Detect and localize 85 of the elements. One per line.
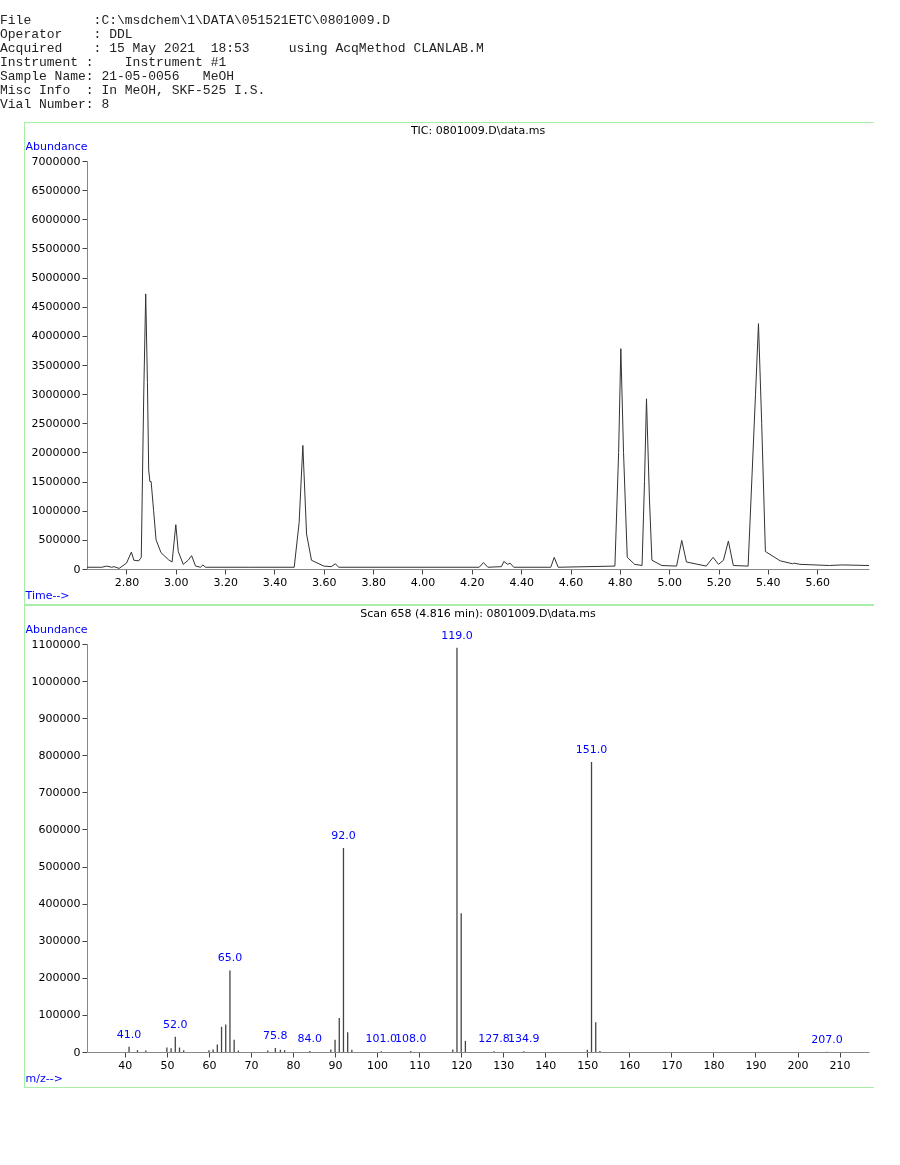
y-axis-title: Abundance — [25, 139, 88, 153]
chart-title: Scan 658 (4.816 min): 0801009.D\data.ms — [360, 607, 597, 620]
x-tick-label: 190 — [745, 1058, 767, 1072]
x-tick-label: 4.80 — [608, 575, 633, 589]
y-tick-label: 900000 — [38, 711, 81, 725]
x-tick-label: 180 — [703, 1058, 725, 1072]
x-tick-label: 100 — [367, 1058, 389, 1072]
x-tick-label: 40 — [118, 1058, 133, 1072]
x-tick-label: 200 — [787, 1058, 809, 1072]
x-axis-title: m/z--> — [25, 1071, 63, 1085]
y-tick-label: 2000000 — [31, 445, 81, 459]
y-tick-label: 0 — [73, 562, 81, 576]
x-tick-label: 120 — [451, 1058, 473, 1072]
text: Operator : DDL — [0, 27, 133, 42]
y-tick-label: 700000 — [38, 785, 81, 799]
annotation: 127.8 — [478, 1032, 510, 1046]
y-tick-label: 200000 — [38, 971, 81, 985]
y-tick-label: 400000 — [38, 897, 81, 911]
annotation: 92.0 — [331, 829, 356, 842]
text: Instrument : Instrument #1 — [0, 55, 227, 70]
x-tick-label: 80 — [286, 1058, 301, 1072]
x-tick-label: 140 — [535, 1058, 557, 1072]
y-tick-label: 1000000 — [31, 504, 81, 518]
y-tick-label: 3500000 — [31, 358, 81, 372]
x-axis-title: Time--> — [24, 588, 70, 602]
x-tick-label: 160 — [619, 1058, 641, 1072]
x-tick-label: 4.00 — [410, 575, 436, 589]
x-tick-label: 5.60 — [805, 575, 830, 589]
y-tick-label: 3000000 — [31, 387, 81, 401]
y-tick-label: 7000000 — [31, 154, 81, 168]
x-tick-label: 2.80 — [114, 575, 140, 589]
annotation: 52.0 — [163, 1017, 188, 1031]
annotation: 151.0 — [575, 742, 608, 756]
x-tick-label: 210 — [829, 1058, 851, 1072]
annotation: 207.0 — [811, 1032, 843, 1046]
annotation: 75.8 — [263, 1028, 288, 1042]
x-tick-label: 5.40 — [756, 575, 781, 589]
x-tick-label: 90 — [328, 1058, 343, 1072]
annotation: 84.0 — [297, 1031, 323, 1045]
annotation: 119.0 — [441, 628, 473, 642]
y-tick-label: 500000 — [38, 860, 81, 874]
x-tick-label: 3.20 — [213, 575, 238, 589]
text: Misc Info : In MeOH, SKF-525 I.S. — [0, 83, 266, 98]
x-tick-label: 4.40 — [509, 575, 534, 589]
x-tick-label: 3.60 — [312, 575, 337, 589]
x-tick-label: 4.20 — [460, 575, 485, 589]
annotation: 101.0 — [365, 1032, 398, 1046]
y-tick-label: 1500000 — [31, 475, 81, 489]
y-tick-label: 6000000 — [31, 212, 81, 226]
text: Acquired : 15 May 2021 18:53 using AcqMethod CLANLAB.M — [0, 41, 484, 56]
annotation: 134.9 — [508, 1032, 540, 1046]
y-tick-label: 600000 — [38, 822, 81, 836]
text: Sample Name: 21-05-0056 MeOH — [0, 69, 235, 84]
y-tick-label: 4500000 — [31, 300, 81, 314]
x-tick-label: 4.60 — [558, 575, 584, 589]
text: File :C:\msdchem\1\DATA\051521ETC\0801009.D — [0, 13, 391, 28]
y-tick-label: 4000000 — [31, 329, 81, 343]
y-tick-label: 0 — [73, 1045, 81, 1059]
x-tick-label: 110 — [409, 1058, 431, 1072]
x-tick-label: 60 — [202, 1058, 217, 1072]
annotation: 65.0 — [217, 951, 243, 965]
x-tick-label: 50 — [160, 1058, 175, 1072]
x-tick-label: 3.00 — [164, 575, 189, 589]
y-tick-label: 300000 — [38, 934, 81, 948]
y-tick-label: 1000000 — [31, 674, 81, 688]
x-tick-label: 130 — [493, 1058, 515, 1072]
x-tick-label: 150 — [577, 1058, 599, 1072]
y-tick-label: 5000000 — [31, 271, 81, 285]
y-tick-label: 1100000 — [31, 637, 81, 651]
y-tick-label: 500000 — [38, 533, 81, 547]
y-tick-label: 100000 — [38, 1008, 81, 1022]
chart-title: TIC: 0801009.D\data.ms — [409, 124, 546, 137]
x-tick-label: 3.80 — [361, 575, 386, 589]
y-tick-label: 800000 — [38, 748, 81, 762]
x-tick-label: 170 — [661, 1058, 683, 1072]
x-tick-label: 5.00 — [657, 575, 682, 589]
x-tick-label: 70 — [244, 1058, 259, 1072]
x-tick-label: 3.40 — [262, 575, 288, 589]
y-tick-label: 2500000 — [31, 416, 81, 430]
y-tick-label: 5500000 — [31, 241, 81, 255]
text: Vial Number: 8 — [0, 97, 110, 112]
x-tick-label: 5.20 — [706, 575, 732, 589]
annotation: 41.0 — [116, 1027, 142, 1041]
y-axis-title: Abundance — [25, 622, 88, 636]
y-tick-label: 6500000 — [31, 183, 81, 197]
